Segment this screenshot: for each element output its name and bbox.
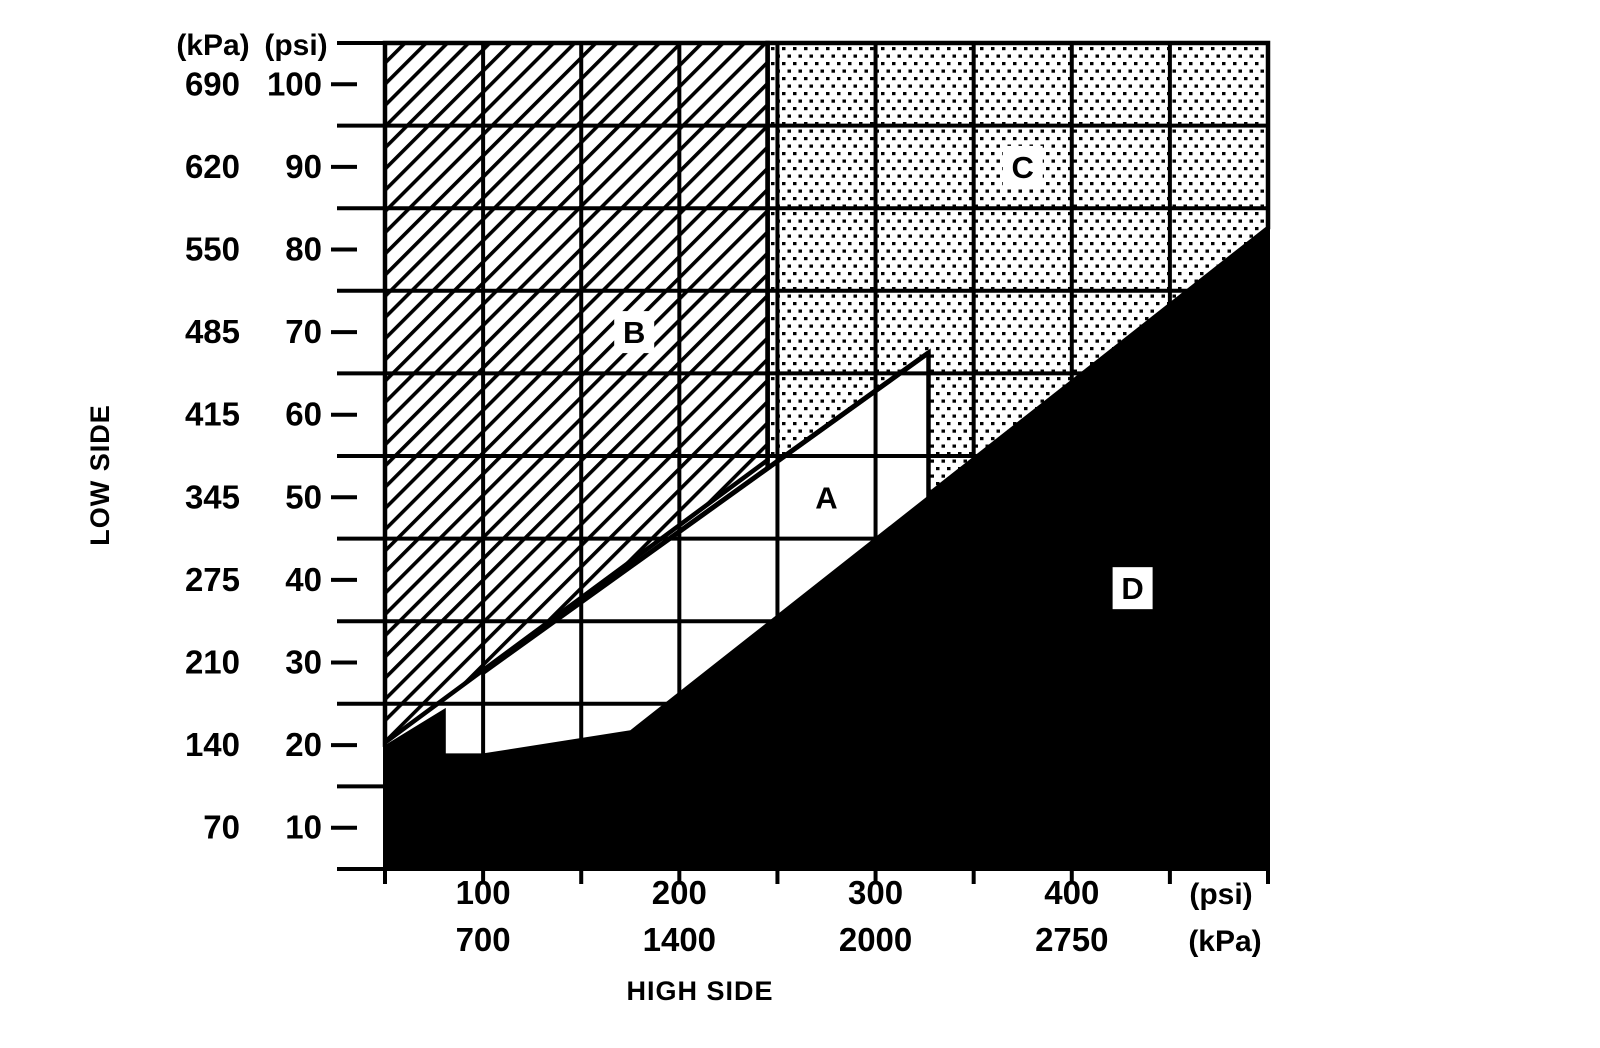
x-tick-label-kpa-100: 700: [456, 921, 511, 958]
y-axis-unit-kpa: (kPa): [176, 29, 249, 62]
y-tick-label-kpa-70: 485: [185, 313, 240, 350]
region-B-area: [382, 40, 770, 748]
region-A-label: A: [815, 480, 837, 515]
x-tick-label-psi-300: 300: [848, 874, 903, 911]
x-axis-unit-psi: (psi): [1189, 878, 1252, 911]
y-tick-label-psi-30: 30: [285, 644, 322, 681]
y-tick-label-kpa-100: 690: [185, 65, 240, 102]
x-tick-label-kpa-300: 2000: [839, 921, 912, 958]
y-axis-title: LOW SIDE: [85, 404, 115, 546]
y-tick-label-psi-50: 50: [285, 478, 322, 515]
x-axis-title: HIGH SIDE: [626, 976, 773, 1006]
region-C-label-halo: [1002, 145, 1043, 188]
y-tick-label-psi-70: 70: [285, 313, 322, 350]
y-tick-label-kpa-30: 210: [185, 644, 240, 681]
x-tick-label-psi-200: 200: [652, 874, 707, 911]
x-tick-label-psi-400: 400: [1044, 874, 1099, 911]
y-tick-label-kpa-80: 550: [185, 231, 240, 268]
x-tick-label-kpa-200: 1400: [643, 921, 716, 958]
x-tick-label-kpa-400: 2750: [1035, 921, 1108, 958]
y-tick-label-kpa-90: 620: [185, 148, 240, 185]
region-B-label: B: [623, 315, 645, 350]
region-a-upper-boundary-line: [481, 350, 930, 675]
y-tick-label-psi-90: 90: [285, 148, 322, 185]
region-D-area: [385, 228, 1268, 869]
region-B-label-halo: [614, 311, 655, 354]
y-tick-label-kpa-60: 415: [185, 396, 240, 433]
y-tick-label-kpa-50: 345: [185, 478, 240, 515]
x-axis-unit-kpa: (kPa): [1188, 925, 1261, 958]
region-C-label: C: [1012, 150, 1034, 185]
y-tick-label-psi-40: 40: [285, 561, 322, 598]
y-tick-label-kpa-20: 140: [185, 726, 240, 763]
region-D-label-halo: [1112, 567, 1153, 610]
region-D-label: D: [1121, 571, 1143, 606]
y-tick-label-psi-60: 60: [285, 396, 322, 433]
y-tick-label-psi-20: 20: [285, 726, 322, 763]
y-tick-label-kpa-10: 70: [203, 809, 240, 846]
y-tick-label-kpa-40: 275: [185, 561, 240, 598]
y-tick-label-psi-100: 100: [267, 65, 322, 102]
y-tick-label-psi-10: 10: [285, 809, 322, 846]
y-tick-label-psi-80: 80: [285, 231, 322, 268]
y-axis-unit-psi: (psi): [264, 29, 327, 62]
x-tick-label-psi-100: 100: [456, 874, 511, 911]
